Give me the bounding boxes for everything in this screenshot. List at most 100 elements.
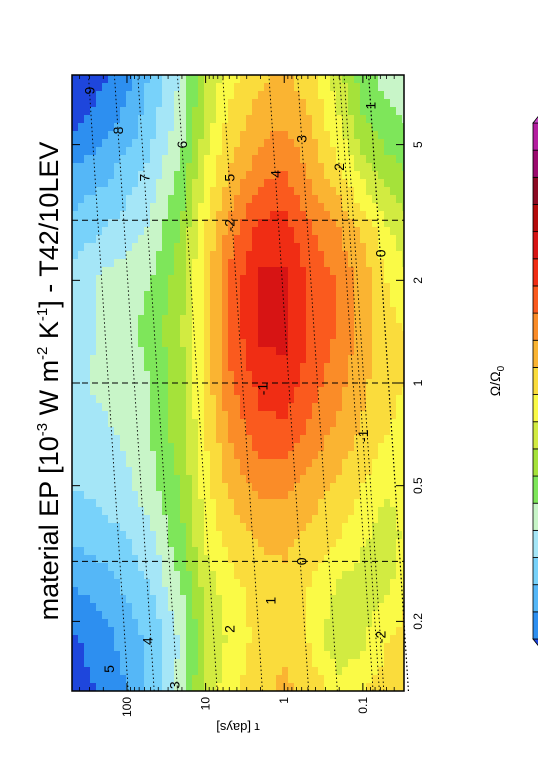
heatmap-cell: [90, 650, 97, 659]
heatmap-cell: [138, 562, 145, 571]
heatmap-cell: [246, 498, 253, 507]
heatmap-cell: [270, 306, 277, 315]
heatmap-cell: [324, 666, 331, 675]
heatmap-cell: [204, 202, 211, 211]
heatmap-cell: [252, 106, 259, 115]
heatmap-cell: [270, 274, 277, 283]
heatmap-cell: [216, 354, 223, 363]
heatmap-cell: [198, 242, 205, 251]
heatmap-cell: [264, 154, 271, 163]
heatmap-cell: [144, 570, 151, 579]
heatmap-cell: [390, 362, 397, 371]
heatmap-cell: [222, 234, 229, 243]
heatmap-cell: [150, 338, 157, 347]
heatmap-cell: [168, 378, 175, 387]
heatmap-cell: [168, 98, 175, 107]
heatmap-cell: [354, 642, 361, 651]
heatmap-cell: [384, 290, 391, 299]
heatmap-cell: [126, 426, 133, 435]
heatmap-cell: [108, 562, 115, 571]
heatmap-cell: [198, 290, 205, 299]
heatmap-cell: [78, 658, 85, 667]
heatmap-cell: [258, 298, 265, 307]
heatmap-cell: [198, 98, 205, 107]
heatmap-cell: [282, 426, 289, 435]
heatmap-cell: [168, 570, 175, 579]
heatmap-cell: [252, 266, 259, 275]
heatmap-cell: [216, 498, 223, 507]
heatmap-cell: [108, 386, 115, 395]
heatmap-cell: [102, 570, 109, 579]
heatmap-cell: [168, 514, 175, 523]
heatmap-cell: [162, 98, 169, 107]
heatmap-cell: [366, 266, 373, 275]
heatmap-cell: [300, 338, 307, 347]
heatmap-cell: [276, 186, 283, 195]
heatmap-cell: [138, 370, 145, 379]
heatmap-cell: [306, 138, 313, 147]
heatmap-cell: [354, 186, 361, 195]
heatmap-cell: [312, 210, 319, 219]
heatmap-cell: [198, 514, 205, 523]
heatmap-cell: [168, 266, 175, 275]
heatmap-cell: [96, 642, 103, 651]
heatmap-cell: [294, 586, 301, 595]
heatmap-cell: [342, 450, 349, 459]
heatmap-cell: [144, 90, 151, 99]
heatmap-cell: [390, 618, 397, 627]
heatmap-cell: [180, 274, 187, 283]
heatmap-cell: [216, 114, 223, 123]
heatmap-cell: [108, 570, 115, 579]
heatmap-cell: [282, 386, 289, 395]
heatmap-cell: [264, 474, 271, 483]
heatmap-cell: [78, 370, 85, 379]
heatmap-cell: [240, 290, 247, 299]
heatmap-cell: [306, 234, 313, 243]
heatmap-cell: [354, 562, 361, 571]
heatmap-cell: [72, 634, 79, 643]
heatmap-cell: [390, 90, 397, 99]
heatmap-cell: [228, 146, 235, 155]
heatmap-cell: [156, 506, 163, 515]
heatmap-cell: [174, 362, 181, 371]
heatmap-cell: [354, 322, 361, 331]
heatmap-cell: [378, 290, 385, 299]
y-axis-label: τ [days]: [216, 720, 259, 735]
heatmap-cell: [270, 626, 277, 635]
heatmap-cell: [288, 202, 295, 211]
heatmap-cell: [390, 434, 397, 443]
heatmap-cell: [360, 106, 367, 115]
heatmap-cell: [120, 458, 127, 467]
heatmap-cell: [276, 314, 283, 323]
heatmap-cell: [222, 162, 229, 171]
heatmap-cell: [144, 674, 151, 683]
heatmap-cell: [210, 258, 217, 267]
heatmap-cell: [78, 274, 85, 283]
heatmap-cell: [282, 546, 289, 555]
heatmap-cell: [282, 346, 289, 355]
heatmap-cell: [360, 650, 367, 659]
heatmap-cell: [366, 314, 373, 323]
heatmap-cell: [342, 202, 349, 211]
heatmap-cell: [312, 90, 319, 99]
heatmap-cell: [150, 530, 157, 539]
heatmap-cell: [204, 298, 211, 307]
heatmap-cell: [186, 202, 193, 211]
heatmap-cell: [204, 442, 211, 451]
heatmap-cell: [168, 506, 175, 515]
heatmap-cell: [120, 114, 127, 123]
heatmap-cell: [264, 546, 271, 555]
heatmap-cell: [96, 154, 103, 163]
heatmap-cell: [150, 138, 157, 147]
heatmap-cell: [90, 98, 97, 107]
heatmap-cell: [204, 410, 211, 419]
heatmap-cell: [384, 266, 391, 275]
heatmap-cell: [228, 610, 235, 619]
heatmap-cell: [108, 114, 115, 123]
heatmap-cell: [180, 562, 187, 571]
heatmap-cell: [204, 514, 211, 523]
heatmap-cell: [264, 666, 271, 675]
heatmap-cell: [228, 362, 235, 371]
heatmap-cell: [126, 362, 133, 371]
heatmap-cell: [168, 106, 175, 115]
